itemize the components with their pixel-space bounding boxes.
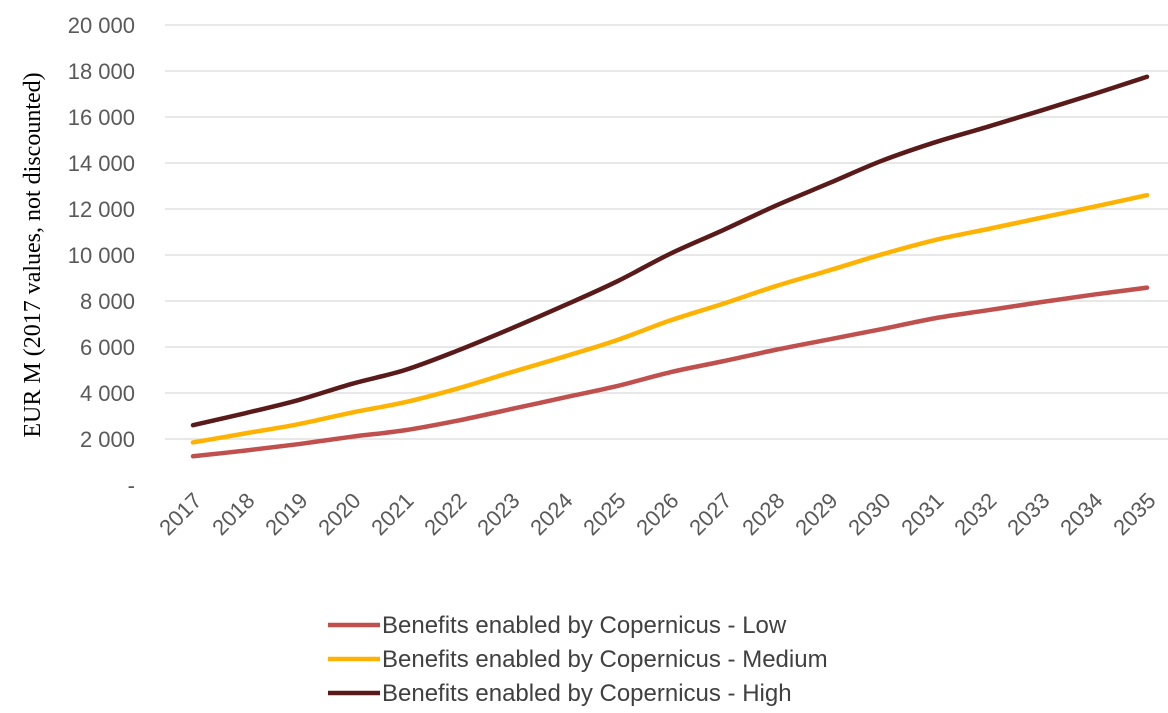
series-line-1 bbox=[190, 285, 1150, 459]
y-tick-label: 10 000 bbox=[68, 243, 135, 268]
x-tick-label: 2022 bbox=[419, 488, 471, 540]
x-tick-label: 2023 bbox=[472, 488, 524, 540]
legend-label: Benefits enabled by Copernicus - Low bbox=[382, 612, 787, 639]
x-tick-label: 2031 bbox=[896, 488, 948, 540]
series-line-2 bbox=[190, 192, 1150, 445]
y-tick-label: 20 000 bbox=[68, 13, 135, 38]
legend-label: Benefits enabled by Copernicus - High bbox=[382, 680, 792, 707]
x-tick-label: 2029 bbox=[790, 488, 842, 540]
gridlines bbox=[165, 24, 1168, 440]
y-tick-label: - bbox=[128, 473, 135, 498]
x-tick-label: 2032 bbox=[949, 488, 1001, 540]
legend-label: Benefits enabled by Copernicus - Medium bbox=[382, 646, 828, 673]
x-tick-label: 2033 bbox=[1002, 488, 1054, 540]
x-tick-label: 2027 bbox=[684, 488, 736, 540]
y-axis-ticks: - 2 000 4 000 6 000 8 000 10 000 12 000 14 000 1… bbox=[68, 13, 135, 498]
x-axis-ticks: 2017 2018 2019 2020 2021 2022 2023 2024 2025 2026… bbox=[154, 488, 1160, 540]
x-tick-label: 2019 bbox=[260, 488, 312, 540]
series-lines bbox=[190, 74, 1150, 459]
x-tick-label: 2028 bbox=[737, 488, 789, 540]
x-tick-label: 2021 bbox=[366, 488, 418, 540]
y-tick-label: 2 000 bbox=[80, 427, 135, 452]
y-axis-label: EUR M (2017 values, not discounted) bbox=[20, 72, 46, 437]
legend-item: Benefits enabled by Copernicus - Medium bbox=[328, 646, 828, 673]
x-tick-label: 2024 bbox=[525, 488, 577, 540]
y-tick-label: 18 000 bbox=[68, 59, 135, 84]
legend: Benefits enabled by Copernicus - Low Bene… bbox=[328, 612, 828, 707]
x-tick-label: 2030 bbox=[843, 488, 895, 540]
y-tick-label: 12 000 bbox=[68, 197, 135, 222]
x-tick-label: 2026 bbox=[631, 488, 683, 540]
y-tick-label: 14 000 bbox=[68, 151, 135, 176]
x-tick-label: 2020 bbox=[313, 488, 365, 540]
x-tick-label: 2018 bbox=[207, 488, 259, 540]
x-tick-label: 2034 bbox=[1055, 488, 1107, 540]
y-tick-label: 16 000 bbox=[68, 105, 135, 130]
y-tick-label: 6 000 bbox=[80, 335, 135, 360]
y-tick-label: 8 000 bbox=[80, 289, 135, 314]
y-tick-label: 4 000 bbox=[80, 381, 135, 406]
x-tick-label: 2035 bbox=[1108, 488, 1160, 540]
legend-item: Benefits enabled by Copernicus - Low bbox=[328, 612, 787, 639]
x-tick-label: 2025 bbox=[578, 488, 630, 540]
x-tick-label: 2017 bbox=[154, 488, 206, 540]
legend-item: Benefits enabled by Copernicus - High bbox=[328, 680, 792, 707]
series-line-3 bbox=[190, 74, 1150, 428]
